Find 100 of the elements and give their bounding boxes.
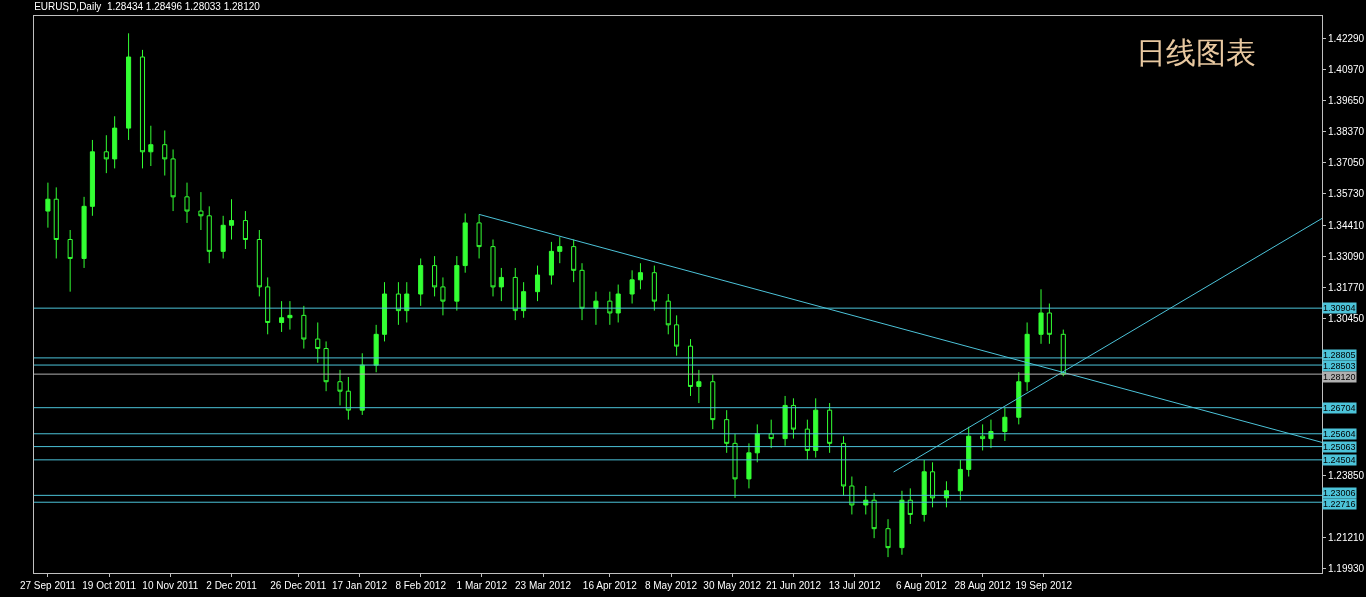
x-tick-label: 28 Aug 2012 (954, 580, 1012, 591)
candlestick (170, 148, 176, 212)
y-tick-label: 1.40970 (1328, 64, 1365, 76)
candlestick (103, 134, 109, 174)
candlestick (345, 376, 351, 421)
y-tick-label: 1.33090 (1328, 250, 1365, 262)
y-tick-label: 1.34410 (1328, 219, 1365, 231)
ref-line-label: 1.28120 (1323, 372, 1356, 382)
candlestick (548, 241, 554, 286)
candlestick (988, 419, 994, 449)
candlestick (490, 239, 496, 297)
candlestick (930, 461, 936, 508)
candlestick (498, 267, 504, 302)
x-tick-label: 30 May 2012 (703, 580, 762, 591)
candlestick (732, 433, 738, 499)
candlestick (462, 212, 468, 274)
y-tick-label: 1.31770 (1328, 282, 1365, 294)
candlestick (710, 374, 716, 430)
ref-line-label: 1.22716 (1323, 499, 1356, 509)
x-tick-label: 26 Dec 2011 (270, 580, 327, 591)
candlestick (651, 265, 657, 312)
candlestick (637, 262, 643, 290)
candlestick (1016, 371, 1022, 425)
candlestick (899, 490, 905, 556)
candlestick (228, 198, 235, 241)
x-tick-label: 1 Mar 2012 (456, 580, 508, 591)
candlestick (696, 369, 702, 404)
candlestick (521, 281, 527, 319)
candlestick (242, 210, 248, 250)
y-tick-label: 1.38370 (1328, 125, 1365, 137)
candlestick (768, 419, 774, 449)
text: 日线图表 (1136, 35, 1256, 70)
candlestick (148, 125, 154, 167)
x-tick-label: 19 Oct 2011 (82, 580, 137, 591)
candlestick (665, 293, 671, 335)
candlestick (907, 487, 913, 525)
x-tick-label: 8 Feb 2012 (395, 580, 447, 591)
candlestick (966, 426, 972, 478)
candlestick (53, 186, 59, 259)
ref-line-label: 1.25604 (1323, 429, 1356, 439)
ref-line-label: 1.25063 (1323, 442, 1356, 452)
y-tick-label: 1.23850 (1328, 469, 1365, 481)
candlestick (184, 182, 190, 224)
x-tick-label: 23 Mar 2012 (515, 580, 572, 591)
candlestick (220, 215, 226, 259)
candlestick (81, 196, 87, 269)
ref-line-label: 1.26704 (1323, 403, 1356, 413)
candlestick (957, 459, 963, 501)
candlestick (980, 423, 986, 451)
x-tick-label: 19 Sep 2012 (1015, 580, 1073, 591)
candlestick (512, 267, 518, 321)
candlestick (112, 115, 118, 169)
x-tick-label: 17 Jan 2012 (331, 580, 388, 591)
x-tick-label: 13 Jul 2012 (828, 580, 881, 591)
candlestick (746, 442, 752, 489)
candlestick (139, 49, 146, 169)
candlestick (287, 300, 293, 331)
candlestick (534, 265, 541, 302)
y-tick-label: 1.39650 (1328, 95, 1365, 107)
candlestick (724, 409, 730, 454)
ref-line-label: 1.23006 (1323, 488, 1356, 498)
candlestick (943, 480, 949, 508)
candlestick (871, 492, 877, 539)
candlestick (89, 139, 95, 217)
candlestick (579, 262, 585, 321)
candlestick (849, 476, 855, 515)
candlestick (432, 255, 438, 297)
x-tick-label: 10 Nov 2011 (142, 580, 199, 591)
candlestick (1038, 288, 1044, 345)
candlestick (315, 321, 321, 364)
ref-line-label: 1.28805 (1323, 350, 1356, 360)
candlestick (557, 236, 563, 264)
candlestick (674, 314, 680, 357)
candlestick (804, 419, 810, 461)
candlestick (790, 397, 796, 440)
candlestick (840, 435, 847, 496)
y-tick-label: 1.37050 (1328, 156, 1365, 168)
candlestick (67, 229, 73, 293)
candlestick (162, 129, 168, 177)
candlestick (827, 402, 833, 454)
candlestick (301, 305, 307, 350)
x-tick-label: 6 Aug 2012 (896, 580, 948, 591)
candlestick (198, 191, 204, 231)
candlestick (440, 276, 446, 316)
y-tick-label: 1.21210 (1328, 532, 1365, 544)
candlestick (381, 281, 388, 342)
candlestick (373, 324, 379, 373)
candlestick (126, 32, 132, 141)
candlestick (476, 213, 482, 259)
y-tick-label: 1.42290 (1328, 32, 1365, 44)
candlestick (256, 229, 262, 297)
candlestick (571, 239, 577, 283)
candlestick (206, 205, 212, 264)
x-tick-label: 8 May 2012 (644, 580, 698, 591)
candlestick (813, 397, 819, 459)
candlestick (359, 352, 365, 416)
y-tick-label: 1.19930 (1328, 562, 1365, 574)
candlestick (1002, 407, 1008, 442)
y-tick-label: 1.30450 (1328, 313, 1365, 325)
candlestick (418, 257, 424, 307)
